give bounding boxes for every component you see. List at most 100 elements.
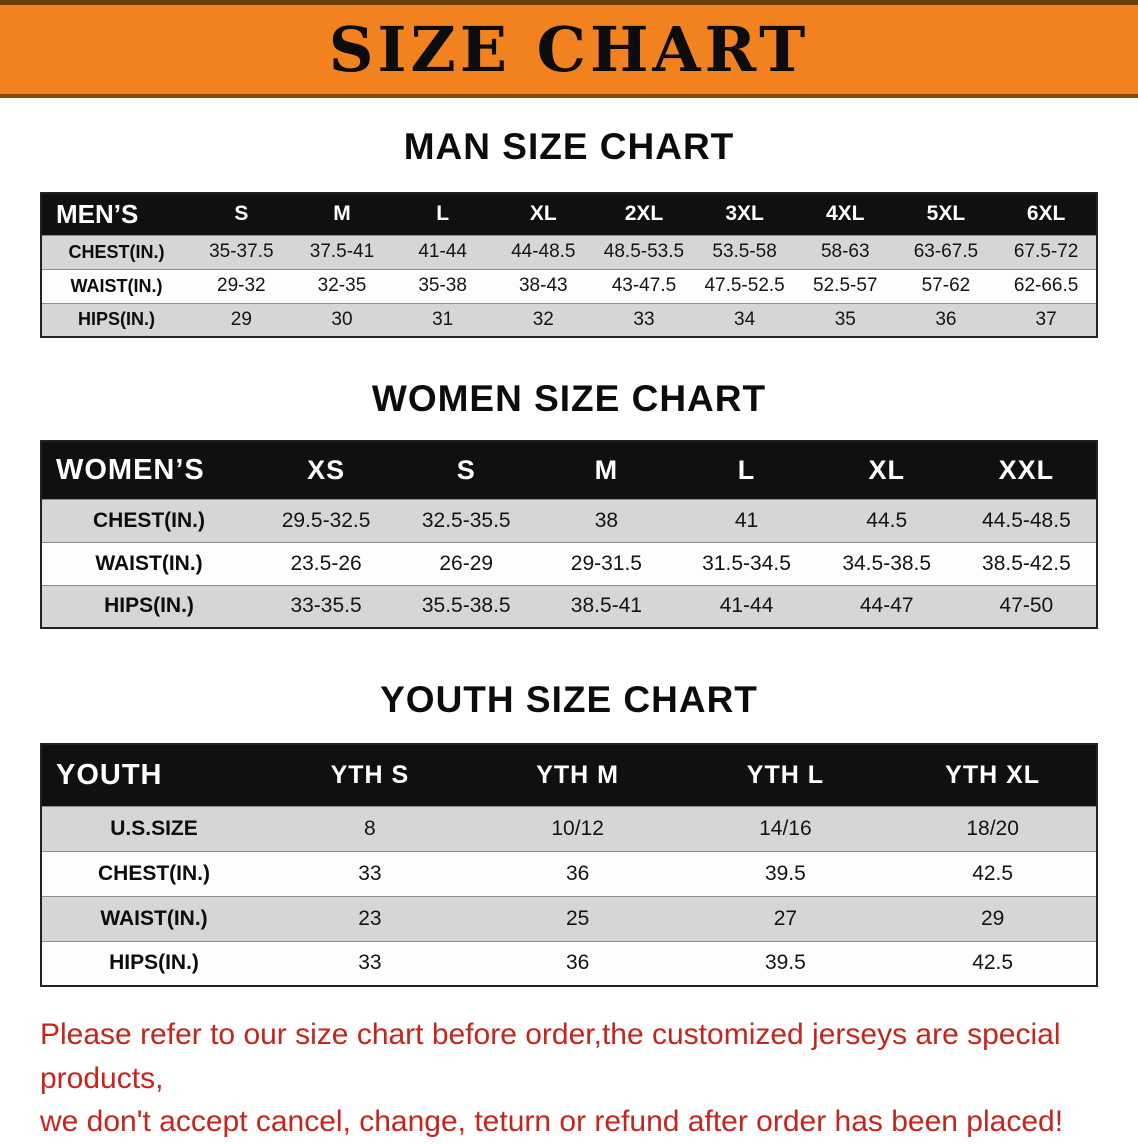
size-value-cell: 43-47.5 xyxy=(593,268,695,303)
size-value-cell: 47.5-52.5 xyxy=(694,268,795,303)
size-value-cell: 35-37.5 xyxy=(191,234,292,269)
size-value-cell: 34 xyxy=(694,302,795,337)
table-row: U.S.SIZE 8 10/12 14/16 18/20 xyxy=(41,805,1097,851)
table-row: CHEST(IN.) 35-37.5 37.5-41 41-44 44-48.5 48.5… xyxy=(41,234,1097,269)
size-column-header: 6XL xyxy=(996,193,1097,235)
size-value-cell: 37.5-41 xyxy=(291,234,393,269)
row-label: U.S.SIZE xyxy=(41,805,266,851)
table-title-cell: WOMEN’S xyxy=(41,441,256,499)
size-value-cell: 29 xyxy=(191,302,292,337)
size-value-cell: 29-31.5 xyxy=(536,541,677,585)
size-value-cell: 37 xyxy=(996,302,1097,337)
size-value-cell: 36 xyxy=(895,302,997,337)
size-value-cell: 23.5-26 xyxy=(256,541,397,585)
size-value-cell: 58-63 xyxy=(794,234,896,269)
size-value-cell: 26-29 xyxy=(396,541,537,585)
size-column-header: M xyxy=(291,193,393,235)
banner: SIZE CHART xyxy=(0,0,1138,98)
size-value-cell: 25 xyxy=(473,895,682,941)
size-value-cell: 35.5-38.5 xyxy=(396,584,537,628)
row-label: HIPS(IN.) xyxy=(41,584,256,628)
size-column-header: YTH L xyxy=(681,744,890,806)
size-value-cell: 63-67.5 xyxy=(895,234,997,269)
size-value-cell: 31.5-34.5 xyxy=(676,541,817,585)
size-value-cell: 36 xyxy=(473,940,682,986)
size-column-header: YTH S xyxy=(266,744,474,806)
youth-section: YOUTH SIZE CHART YOUTH YTH S YTH M YTH L YTH… xyxy=(0,679,1138,987)
size-value-cell: 33 xyxy=(593,302,695,337)
size-value-cell: 33 xyxy=(266,940,474,986)
size-value-cell: 31 xyxy=(392,302,493,337)
row-label: WAIST(IN.) xyxy=(41,895,266,941)
size-column-header: 5XL xyxy=(895,193,997,235)
size-value-cell: 35-38 xyxy=(392,268,493,303)
size-value-cell: 39.5 xyxy=(681,850,890,896)
size-value-cell: 27 xyxy=(681,895,890,941)
size-column-header: 2XL xyxy=(593,193,695,235)
table-row: WAIST(IN.) 23 25 27 29 xyxy=(41,895,1097,941)
size-value-cell: 52.5-57 xyxy=(794,268,896,303)
page-title: SIZE CHART xyxy=(328,13,810,86)
size-column-header: M xyxy=(536,441,677,499)
size-value-cell: 32.5-35.5 xyxy=(396,498,537,542)
women-size-table: WOMEN’S XS S M L XL XXL CHEST(IN.) 29.5-32.5 32.5… xyxy=(40,440,1098,629)
size-value-cell: 38-43 xyxy=(492,268,594,303)
size-column-header: XS xyxy=(256,441,397,499)
size-value-cell: 30 xyxy=(291,302,393,337)
size-value-cell: 23 xyxy=(266,895,474,941)
table-title-cell: MEN’S xyxy=(41,193,191,235)
notice-line-1: Please refer to our size chart before or… xyxy=(40,1018,1061,1095)
size-column-header: S xyxy=(396,441,537,499)
row-label: WAIST(IN.) xyxy=(41,541,256,585)
row-label: HIPS(IN.) xyxy=(41,940,266,986)
size-column-header: L xyxy=(676,441,817,499)
size-column-header: S xyxy=(191,193,292,235)
table-header-row: YOUTH YTH S YTH M YTH L YTH XL xyxy=(41,744,1097,806)
men-size-table: MEN’S S M L XL 2XL 3XL 4XL 5XL 6XL CHEST(IN.) 35-37… xyxy=(40,192,1098,338)
size-value-cell: 36 xyxy=(473,850,682,896)
size-column-header: YTH M xyxy=(473,744,682,806)
men-section-heading: MAN SIZE CHART xyxy=(403,126,735,167)
size-value-cell: 32 xyxy=(492,302,594,337)
table-header-row: WOMEN’S XS S M L XL XXL xyxy=(41,441,1097,499)
table-row: WAIST(IN.) 23.5-26 26-29 29-31.5 31.5-34.5 34… xyxy=(41,541,1097,585)
size-column-header: L xyxy=(392,193,493,235)
table-row: CHEST(IN.) 33 36 39.5 42.5 xyxy=(41,850,1097,896)
size-column-header: YTH XL xyxy=(889,744,1097,806)
size-value-cell: 34.5-38.5 xyxy=(816,541,957,585)
size-value-cell: 44.5 xyxy=(816,498,957,542)
row-label: CHEST(IN.) xyxy=(41,850,266,896)
table-row: HIPS(IN.) 33 36 39.5 42.5 xyxy=(41,940,1097,986)
notice-line-2: we don't accept cancel, change, teturn o… xyxy=(40,1105,1064,1138)
row-label: WAIST(IN.) xyxy=(41,268,191,303)
size-column-header: XL xyxy=(492,193,594,235)
size-value-cell: 39.5 xyxy=(681,940,890,986)
size-value-cell: 44.5-48.5 xyxy=(956,498,1097,542)
table-row: HIPS(IN.) 29 30 31 32 33 34 35 36 37 xyxy=(41,302,1097,337)
size-value-cell: 48.5-53.5 xyxy=(593,234,695,269)
size-value-cell: 42.5 xyxy=(889,940,1097,986)
size-column-header: 3XL xyxy=(694,193,795,235)
size-value-cell: 14/16 xyxy=(681,805,890,851)
women-section-heading: WOMEN SIZE CHART xyxy=(371,378,767,419)
table-title-cell: YOUTH xyxy=(41,744,266,806)
table-row: WAIST(IN.) 29-32 32-35 35-38 38-43 43-47.5 47.… xyxy=(41,268,1097,303)
size-value-cell: 29 xyxy=(889,895,1097,941)
size-value-cell: 38.5-41 xyxy=(536,584,677,628)
size-value-cell: 8 xyxy=(266,805,474,851)
size-column-header: XXL xyxy=(956,441,1097,499)
size-value-cell: 44-47 xyxy=(816,584,957,628)
size-value-cell: 38.5-42.5 xyxy=(956,541,1097,585)
size-value-cell: 29.5-32.5 xyxy=(256,498,397,542)
size-value-cell: 62-66.5 xyxy=(996,268,1097,303)
size-value-cell: 57-62 xyxy=(895,268,997,303)
size-value-cell: 10/12 xyxy=(473,805,682,851)
table-row: CHEST(IN.) 29.5-32.5 32.5-35.5 38 41 44.5 44.5… xyxy=(41,498,1097,542)
size-column-header: XL xyxy=(816,441,957,499)
size-value-cell: 67.5-72 xyxy=(996,234,1097,269)
size-value-cell: 29-32 xyxy=(191,268,292,303)
size-value-cell: 41-44 xyxy=(392,234,493,269)
size-value-cell: 47-50 xyxy=(956,584,1097,628)
size-value-cell: 41 xyxy=(676,498,817,542)
